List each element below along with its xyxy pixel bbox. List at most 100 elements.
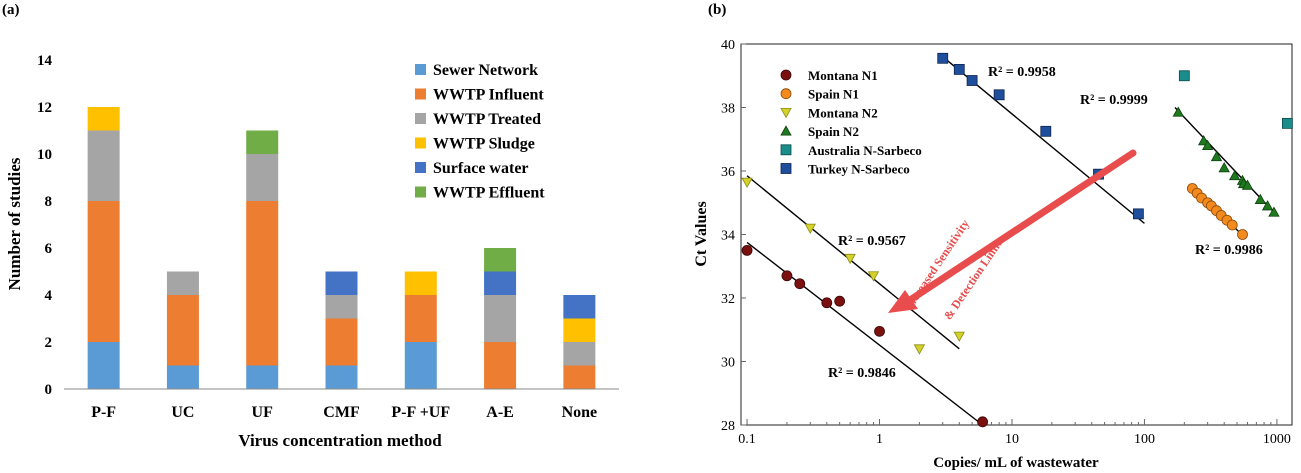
legend-label-wwtp-influent: WWTP Influent (433, 87, 544, 104)
point-montana-n1 (794, 278, 806, 290)
panel-a-x-tick-labels: P-F UC UF CMF P-F +UF A-E None (91, 404, 597, 421)
panel-b-y-tick-label: 40 (721, 38, 735, 53)
panel-a-y-tick-label: 0 (45, 382, 53, 398)
legend-label-spain-n1: Spain N1 (808, 87, 859, 102)
point-spain-n2 (1254, 193, 1267, 204)
bar-segment-wwtp-treated (166, 271, 199, 295)
r-squared-label: R² = 0.9986 (1195, 243, 1263, 258)
panel-a-x-tick-label: A-E (486, 404, 514, 421)
bar-segment-wwtp-influent (484, 342, 517, 389)
panel-a-x-tick-label: P-F (91, 404, 116, 421)
point-montana-n1 (741, 244, 753, 256)
point-montana-n1 (821, 297, 833, 309)
bar-segment-surface-water (563, 295, 596, 319)
point-spain-n2 (1268, 206, 1280, 217)
panel-a-y-tick-labels: 0 2 4 6 8 10 12 14 (37, 53, 53, 398)
bar-segment-wwtp-treated (484, 295, 517, 342)
legend-label-wwtp-sludge: WWTP Sludge (433, 136, 535, 153)
panel-b-y-axis-label: Ct Values (693, 201, 710, 266)
legend-label-wwtp-effluent: WWTP Effluent (433, 185, 545, 202)
panel-a-y-tick-label: 10 (37, 147, 52, 163)
legend-label-montana-n2: Montana N2 (808, 105, 878, 120)
bar-segment-wwtp-sludge (404, 271, 437, 295)
point-montana-n1 (834, 295, 846, 307)
panel-b-x-tick-label: 10 (1005, 432, 1019, 447)
panel-a-y-axis-label: Number of studies (5, 157, 24, 290)
arrow-head (888, 290, 918, 313)
point-montana-n1 (874, 325, 885, 337)
legend-marker-spain-n2 (780, 125, 792, 136)
panel-b-y-tick-label: 36 (721, 165, 735, 180)
legend-swatch-surface-water (415, 162, 426, 173)
panel-b-x-tick-label: 0.1 (738, 432, 756, 447)
legend-swatch-wwtp-influent (415, 88, 426, 100)
bar-segment-wwtp-treated (246, 154, 279, 201)
legend-label-montana-n1: Montana N1 (808, 68, 878, 83)
bar-segment-sewer-network (166, 365, 199, 389)
point-montana-n2 (804, 223, 816, 234)
point-montana-n1 (781, 270, 793, 282)
bar-segment-wwtp-influent (325, 318, 358, 366)
panel-b-label: (b) (708, 2, 726, 18)
legend-marker-australia-n-sarbeco (780, 144, 792, 156)
bar-segment-sewer-network (404, 342, 437, 389)
point-australia-n-sarbeco (1178, 70, 1190, 82)
r-squared-label: R² = 0.9846 (828, 366, 896, 381)
panel-a: (a) 0 2 4 6 8 10 12 14 P-F UC UF CMF P-F +UF A-E None… (2, 2, 619, 450)
legend-swatch-sewer-network (415, 64, 426, 75)
panel-b-r2-labels: R² = 0.9846 R² = 0.9567 R² = 0.9958 R² = 0.… (828, 65, 1263, 381)
point-turkey-n-sarbeco (1040, 125, 1052, 137)
point-spain-n2 (1229, 169, 1241, 181)
sensitivity-arrow: Increased Sensitivity& Detection Limit (888, 149, 1137, 322)
legend-marker-spain-n1 (780, 88, 792, 100)
point-spain-n1 (1237, 229, 1248, 240)
point-spain-n2 (1172, 106, 1184, 117)
panel-a-y-tick-label: 4 (45, 288, 53, 304)
r-squared-label: R² = 0.9999 (1080, 93, 1148, 108)
arrow-shaft (903, 149, 1137, 306)
point-spain-n2 (1261, 200, 1274, 211)
legend-label-wwtp-treated: WWTP Treated (433, 111, 541, 128)
point-montana-n1 (977, 416, 988, 428)
point-montana-n2 (867, 271, 880, 282)
bar-segment-wwtp-influent (563, 365, 596, 389)
point-montana-n2 (953, 331, 965, 342)
bar-segment-wwtp-influent (246, 201, 279, 366)
bar-segment-wwtp-treated (87, 130, 120, 201)
bar-segment-wwtp-sludge (563, 318, 596, 342)
legend-swatch-wwtp-treated (415, 113, 426, 124)
panel-a-x-tick-label: UF (252, 404, 274, 421)
panel-b-y-tick-label: 38 (721, 102, 735, 117)
panel-a-y-tick-label: 8 (45, 194, 53, 210)
legend-marker-montana-n1 (780, 69, 792, 81)
panel-a-bars (87, 107, 596, 389)
panel-a-legend: Sewer Network WWTP Influent WWTP Treated WW… (415, 62, 545, 202)
panel-a-y-tick-label: 12 (37, 100, 52, 116)
point-turkey-n-sarbeco (1132, 208, 1144, 220)
point-spain-n2 (1210, 150, 1223, 162)
bar-segment-sewer-network (325, 365, 358, 389)
fit-line (746, 175, 960, 350)
point-turkey-n-sarbeco (993, 89, 1005, 101)
point-turkey-n-sarbeco (966, 75, 978, 86)
legend-label-surface-water: Surface water (433, 160, 529, 177)
panel-a-x-tick-label: CMF (323, 404, 360, 421)
panel-b-y-tick-label: 34 (721, 229, 735, 244)
point-montana-n2 (913, 344, 926, 355)
bar-segment-wwtp-effluent (246, 130, 279, 154)
bar-segment-wwtp-sludge (87, 107, 120, 131)
legend-label-sewer-network: Sewer Network (433, 62, 538, 79)
r-squared-label: R² = 0.9567 (838, 234, 906, 249)
point-spain-n2 (1241, 179, 1254, 190)
panel-a-x-axis-label: Virus concentration method (238, 431, 442, 450)
panel-a-y-tick-label: 2 (45, 335, 53, 351)
panel-b-y-tick-label: 32 (721, 292, 735, 307)
panel-a-y-tick-label: 6 (45, 241, 53, 257)
legend-label-turkey-n-sarbeco: Turkey N-Sarbeco (808, 162, 910, 177)
panel-a-x-tick-label: P-F +UF (391, 404, 450, 421)
legend-marker-turkey-n-sarbeco (780, 163, 792, 174)
point-spain-n2 (1218, 162, 1230, 173)
bar-segment-wwtp-influent (404, 295, 437, 342)
point-spain-n1 (1226, 219, 1238, 231)
point-turkey-n-sarbeco (937, 52, 949, 64)
